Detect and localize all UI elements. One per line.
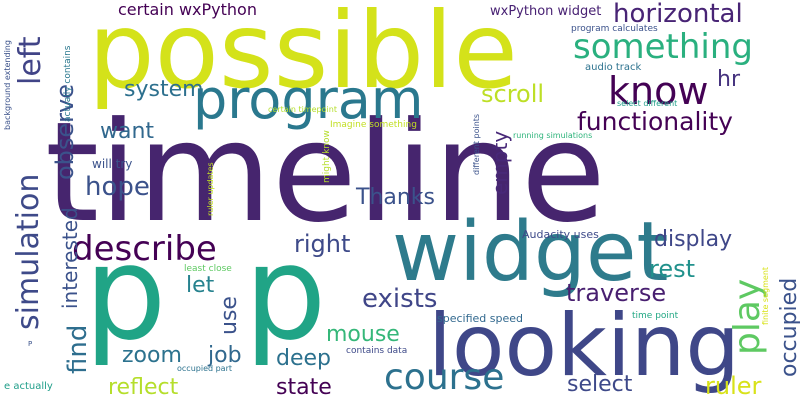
word-e-actually: e actually bbox=[4, 381, 53, 392]
word-simulation: simulation bbox=[11, 174, 46, 330]
word-select: select bbox=[567, 372, 633, 397]
word-specified-speed: specified speed bbox=[437, 312, 523, 325]
word-job: job bbox=[207, 343, 242, 368]
word-zoom: zoom bbox=[122, 343, 182, 368]
word-timeline: timeline bbox=[45, 92, 606, 253]
word-running-simulations: running simulations bbox=[513, 131, 592, 140]
word-finite-segment: finite segment bbox=[761, 267, 770, 325]
word-deep: deep bbox=[276, 346, 331, 371]
word-select-different: select different bbox=[617, 99, 677, 108]
word-time-point: time point bbox=[632, 311, 679, 321]
word-play: play bbox=[727, 279, 768, 355]
word-reflect: reflect bbox=[108, 375, 179, 400]
word-describe: describe bbox=[72, 229, 217, 269]
word-occupied: occupied bbox=[777, 278, 800, 377]
word-let: let bbox=[186, 273, 215, 298]
word-widget: widget bbox=[392, 205, 669, 300]
word-occupied-part: occupied part bbox=[177, 364, 232, 373]
word-different-points: different points bbox=[472, 114, 481, 175]
word-p-2: p bbox=[244, 217, 327, 369]
word-p-1: p bbox=[84, 217, 167, 369]
word-might-know: might know bbox=[322, 130, 332, 183]
word-looking: looking bbox=[428, 296, 740, 396]
word-right: right bbox=[294, 230, 350, 258]
word-system: system bbox=[124, 77, 204, 102]
word-background-extending: background extending bbox=[3, 40, 12, 130]
word-state: state bbox=[276, 375, 332, 400]
word-left: left bbox=[13, 36, 48, 85]
word-hope: hope bbox=[85, 172, 150, 202]
word-audacity-uses: Audacity uses bbox=[522, 228, 599, 241]
word-course: course bbox=[384, 357, 504, 398]
word-ruler: ruler bbox=[705, 372, 762, 400]
word-observe: observe bbox=[51, 84, 79, 180]
word-thanks: Thanks bbox=[355, 185, 435, 210]
word-will-try: will try bbox=[92, 157, 132, 171]
word-interested: interested bbox=[58, 207, 82, 309]
word-find: find bbox=[63, 325, 93, 374]
word-imagine-something: Imagine something bbox=[330, 120, 417, 130]
word-ruler-updates: ruler updates bbox=[206, 162, 215, 216]
word-program-calculates: program calculates bbox=[571, 24, 658, 34]
word-traverse: traverse bbox=[566, 279, 666, 307]
word-audio-track: audio track bbox=[585, 62, 642, 73]
word-want: want bbox=[100, 119, 154, 144]
word-actually-contains: actually contains bbox=[63, 45, 73, 122]
word-know: know bbox=[608, 69, 708, 113]
word-scroll: scroll bbox=[481, 80, 544, 108]
word-hr: hr bbox=[717, 67, 741, 92]
word-rest: rest bbox=[649, 255, 695, 283]
word-exists: exists bbox=[362, 284, 437, 314]
word-wxpython-widget: wxPython widget bbox=[490, 4, 601, 19]
word-contains-data: contains data bbox=[346, 346, 407, 356]
word-certain-wxpython: certain wxPython bbox=[118, 0, 257, 19]
word-horizontal: horizontal bbox=[613, 0, 743, 29]
word-use: use bbox=[217, 296, 242, 335]
word-empty: empty bbox=[488, 131, 512, 195]
word-possible: possible bbox=[88, 0, 518, 112]
word-display: display bbox=[654, 227, 732, 252]
word-program: program bbox=[193, 68, 424, 131]
word-something: something bbox=[573, 27, 753, 67]
word-certain-timepoint: certain timepoint bbox=[268, 105, 337, 114]
word-least-close: least close bbox=[184, 264, 232, 274]
word-mouse: mouse bbox=[326, 322, 400, 347]
word-functionality: functionality bbox=[577, 107, 733, 136]
word-p-small: P bbox=[28, 340, 32, 348]
